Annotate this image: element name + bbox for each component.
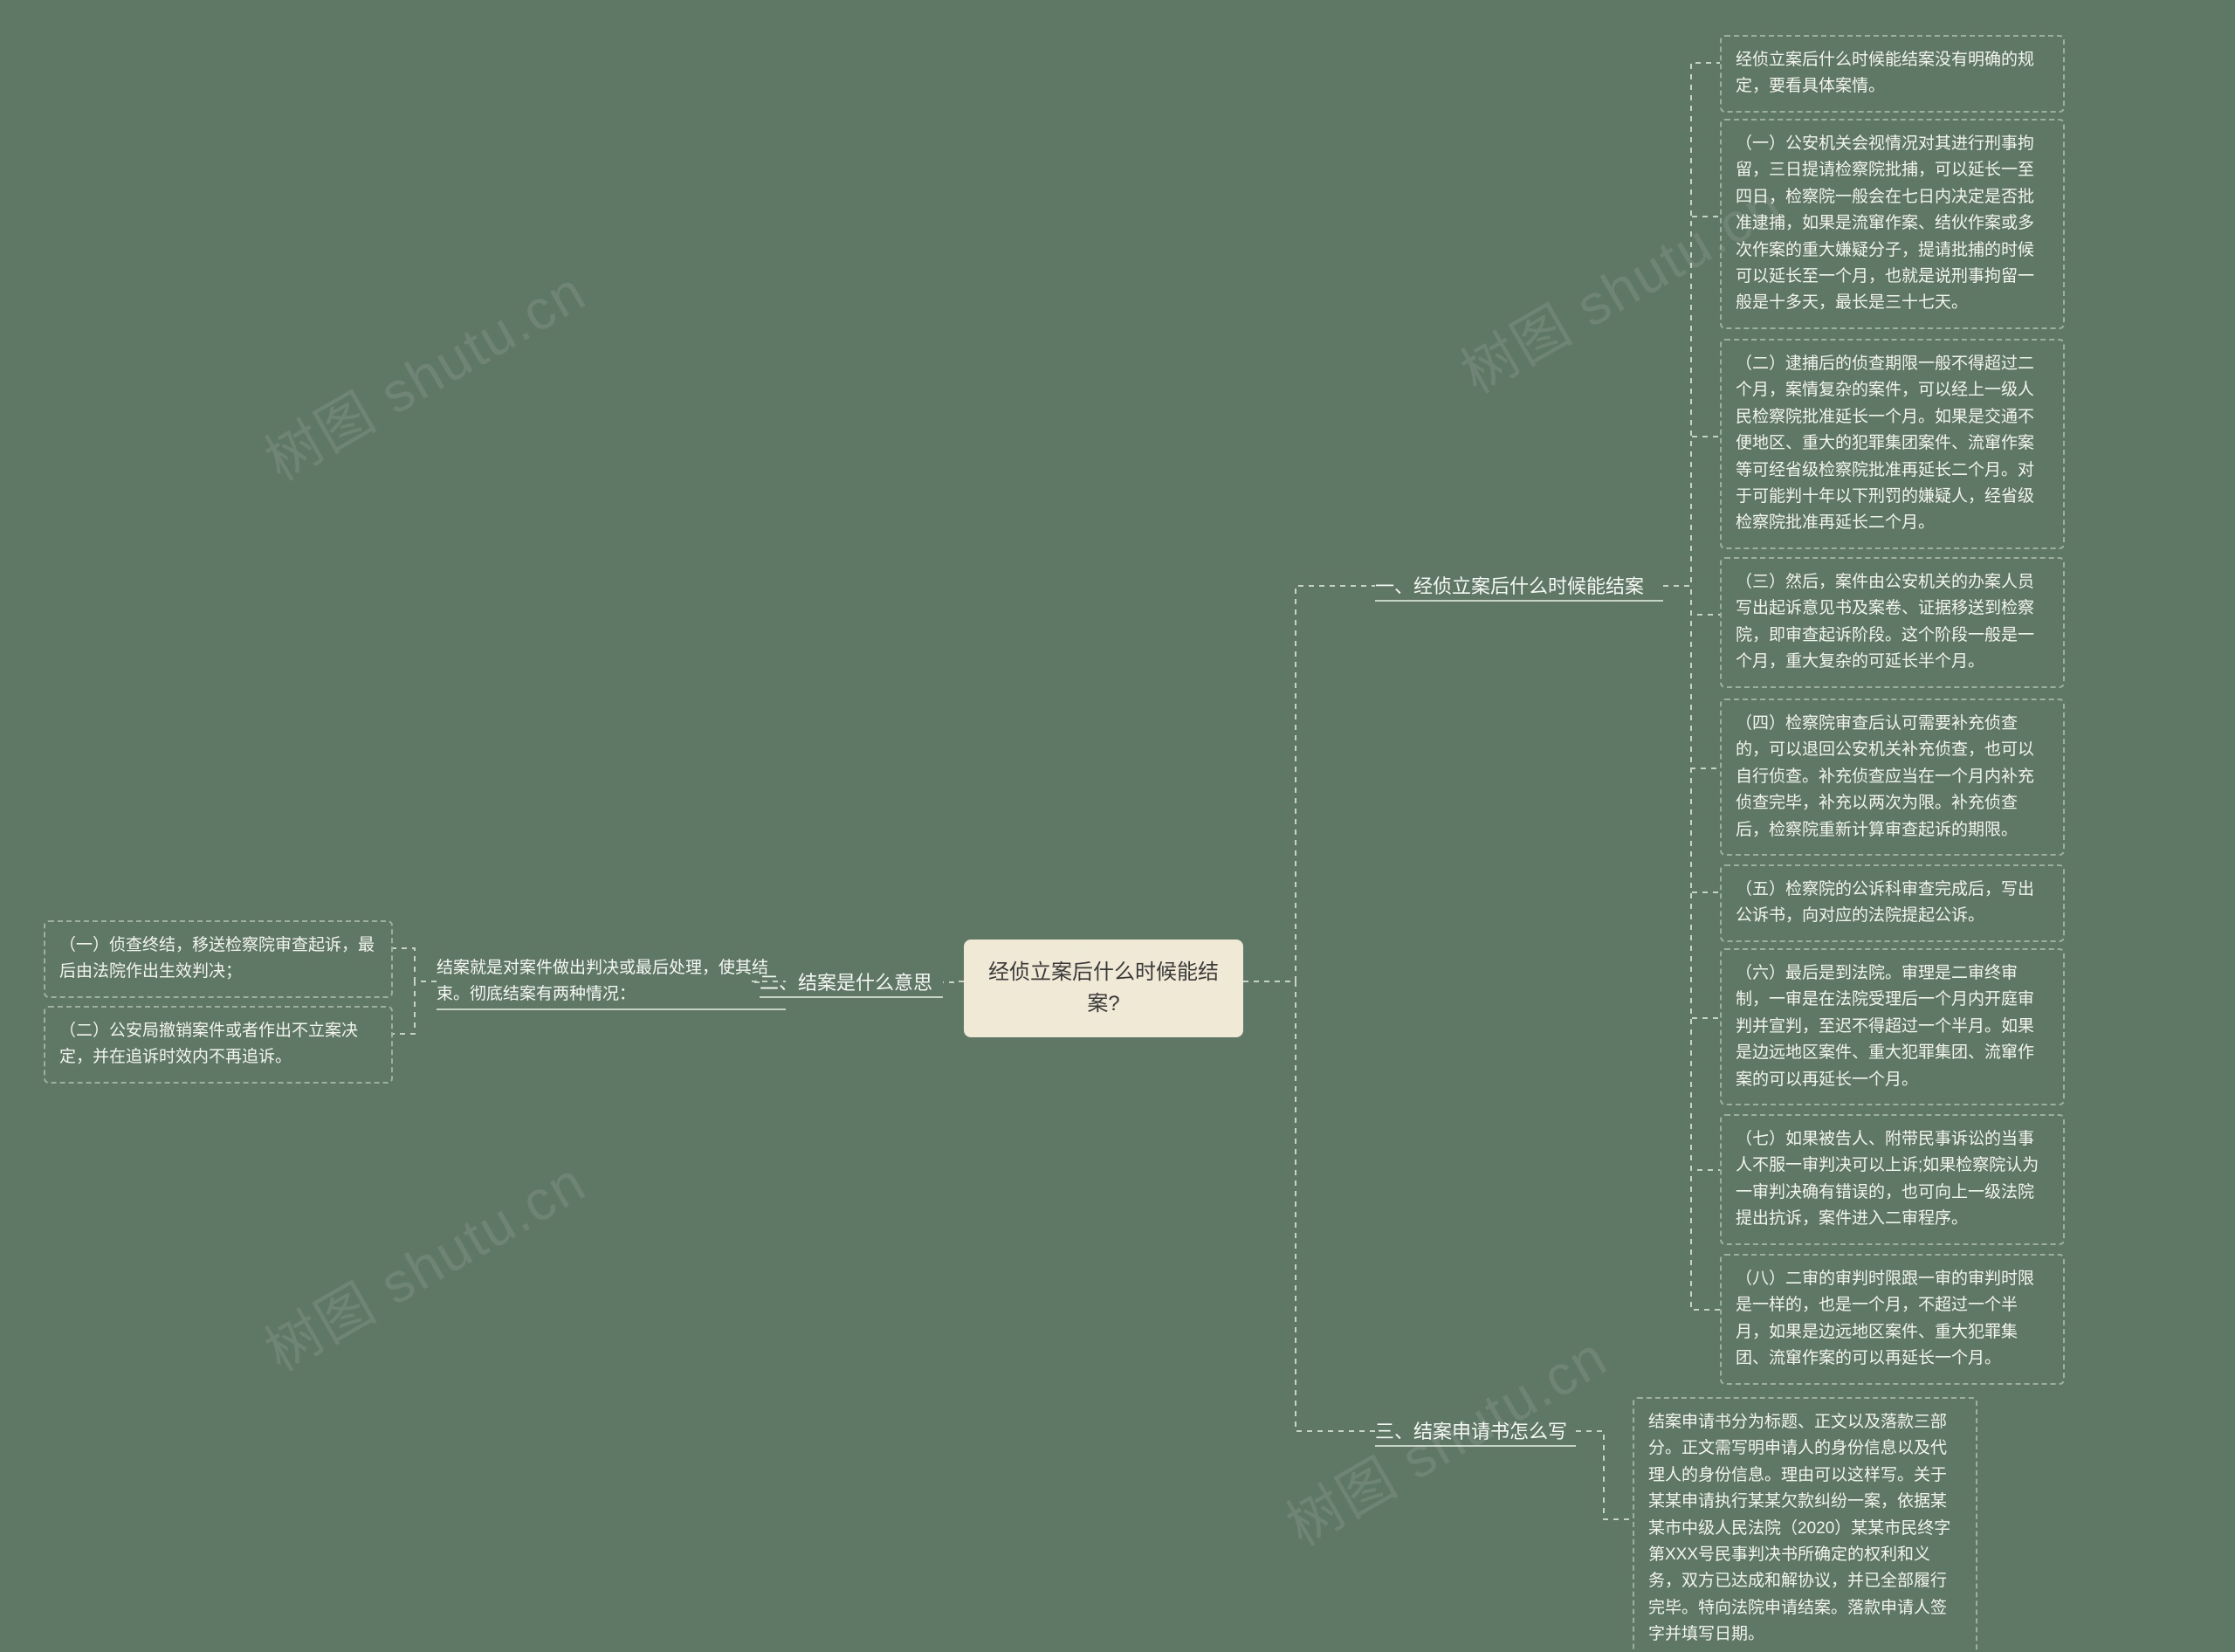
- leaf-1-5[interactable]: （四）检察院审查后认可需要补充侦查的，可以退回公安机关补充侦查，也可以自行侦查。…: [1720, 699, 2065, 856]
- branch-2-sub[interactable]: 结案就是对案件做出判决或最后处理，使其结 束。彻底结案有两种情况：: [437, 955, 786, 1008]
- leaf-2-1[interactable]: （一）侦查终结，移送检察院审查起诉，最后由法院作出生效判决；: [44, 920, 393, 998]
- branch-2[interactable]: 二、结案是什么意思: [760, 967, 943, 998]
- leaf-3-1[interactable]: 结案申请书分为标题、正文以及落款三部分。正文需写明申请人的身份信息以及代理人的身…: [1633, 1397, 1977, 1652]
- branch-1[interactable]: 一、经侦立案后什么时候能结案: [1375, 571, 1663, 602]
- watermark: 树图 shutu.cn: [248, 1139, 598, 1387]
- leaf-1-4[interactable]: （三）然后，案件由公安机关的办案人员写出起诉意见书及案卷、证据移送到检察院，即审…: [1720, 557, 2065, 688]
- leaf-1-6[interactable]: （五）检察院的公诉科审查完成后，写出公诉书，向对应的法院提起公诉。: [1720, 864, 2065, 942]
- leaf-1-7[interactable]: （六）最后是到法院。审理是二审终审制，一审是在法院受理后一个月内开庭审判并宣判，…: [1720, 948, 2065, 1105]
- leaf-2-2[interactable]: （二）公安局撤销案件或者作出不立案决定，并在追诉时效内不再追诉。: [44, 1006, 393, 1084]
- leaf-1-9[interactable]: （八）二审的审判时限跟一审的审判时限是一样的，也是一个月，不超过一个半月，如果是…: [1720, 1254, 2065, 1385]
- leaf-1-1[interactable]: 经侦立案后什么时候能结案没有明确的规定，要看具体案情。: [1720, 35, 2065, 113]
- leaf-1-2[interactable]: （一）公安机关会视情况对其进行刑事拘留，三日提请检察院批捕，可以延长一至四日，检…: [1720, 119, 2065, 329]
- mindmap-root[interactable]: 经侦立案后什么时候能结 案?: [964, 940, 1243, 1037]
- watermark: 树图 shutu.cn: [248, 248, 598, 497]
- leaf-1-3[interactable]: （二）逮捕后的侦查期限一般不得超过二个月，案情复杂的案件，可以经上一级人民检察院…: [1720, 339, 2065, 549]
- branch-3[interactable]: 三、结案申请书怎么写: [1375, 1416, 1576, 1447]
- leaf-1-8[interactable]: （七）如果被告人、附带民事诉讼的当事人不服一审判决可以上诉;如果检察院认为一审判…: [1720, 1114, 2065, 1245]
